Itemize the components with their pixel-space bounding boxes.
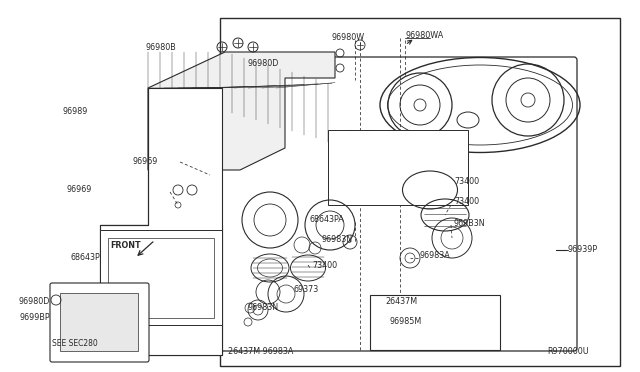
Text: 73400: 73400 bbox=[454, 198, 479, 206]
Text: 96989: 96989 bbox=[63, 108, 88, 116]
Bar bbox=[220, 18, 620, 366]
Text: 69373: 69373 bbox=[294, 285, 319, 295]
Text: 96969: 96969 bbox=[132, 157, 158, 167]
Polygon shape bbox=[148, 52, 335, 170]
Text: 73400: 73400 bbox=[454, 177, 479, 186]
Bar bbox=[328, 130, 468, 205]
Text: 96980D: 96980D bbox=[248, 60, 280, 68]
FancyBboxPatch shape bbox=[50, 283, 149, 362]
Text: FRONT: FRONT bbox=[110, 241, 141, 250]
Bar bbox=[108, 238, 214, 318]
Bar bbox=[100, 225, 222, 355]
Text: 73400: 73400 bbox=[312, 260, 337, 269]
Text: 68643P: 68643P bbox=[70, 253, 100, 263]
Text: 26437M: 26437M bbox=[385, 298, 417, 307]
Text: SEE SEC280: SEE SEC280 bbox=[52, 339, 98, 347]
Text: 96983N: 96983N bbox=[322, 235, 353, 244]
Text: 969B3N: 969B3N bbox=[454, 219, 486, 228]
Polygon shape bbox=[100, 88, 222, 355]
Bar bbox=[60, 293, 138, 351]
Text: 96980D: 96980D bbox=[19, 298, 50, 307]
Text: 96983N: 96983N bbox=[248, 304, 279, 312]
Text: 9699BP: 9699BP bbox=[19, 314, 50, 323]
Text: 26437M 96983A: 26437M 96983A bbox=[228, 347, 293, 356]
Text: 96980WA: 96980WA bbox=[406, 31, 444, 39]
Text: 96980W: 96980W bbox=[332, 33, 365, 42]
Text: 96969: 96969 bbox=[67, 186, 92, 195]
Bar bbox=[100, 230, 222, 325]
Text: 96985M: 96985M bbox=[390, 317, 422, 326]
Bar bbox=[370, 295, 500, 350]
Text: 96939P: 96939P bbox=[568, 246, 598, 254]
Text: 96980B: 96980B bbox=[145, 42, 176, 51]
Text: R970000U: R970000U bbox=[547, 347, 589, 356]
Text: 68643PA: 68643PA bbox=[310, 215, 345, 224]
Text: 96983A: 96983A bbox=[420, 250, 451, 260]
